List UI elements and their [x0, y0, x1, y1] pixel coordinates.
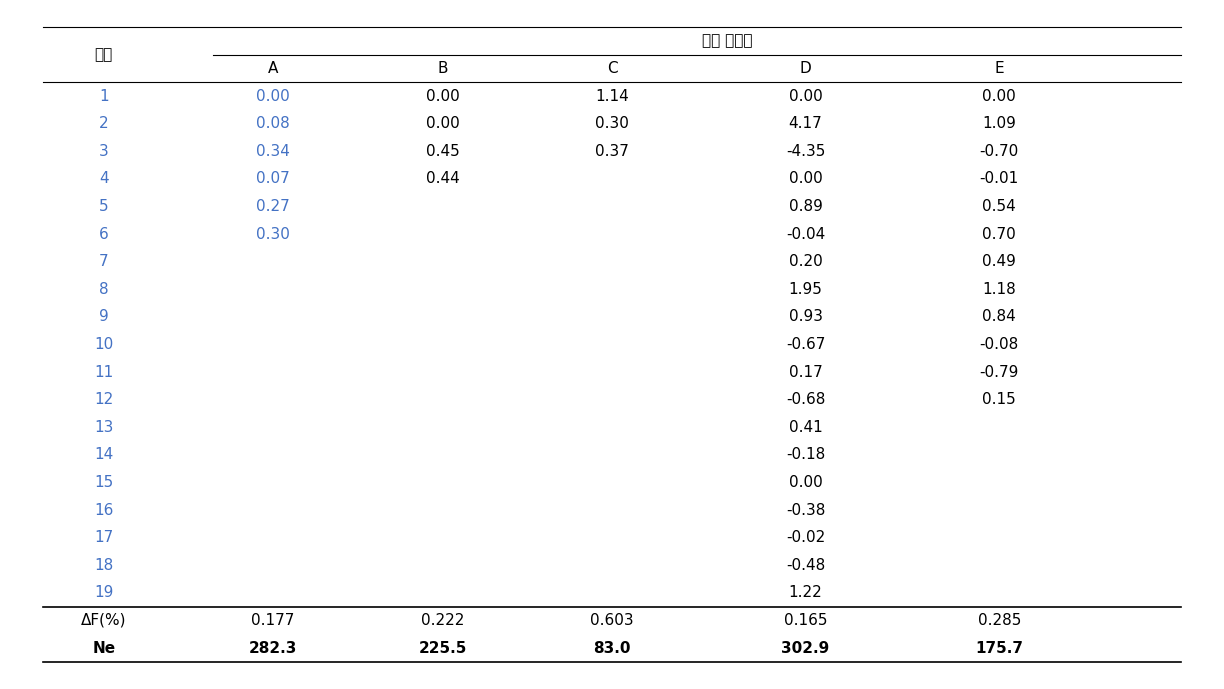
Text: 0.44: 0.44 [426, 172, 459, 187]
Text: 0.165: 0.165 [783, 613, 827, 628]
Text: 0.00: 0.00 [426, 89, 459, 103]
Text: 0.20: 0.20 [788, 254, 823, 269]
Text: 0.603: 0.603 [590, 613, 634, 628]
Text: -0.67: -0.67 [786, 337, 825, 352]
Text: 0.49: 0.49 [983, 254, 1016, 269]
Text: 3: 3 [99, 144, 109, 159]
Text: 1.09: 1.09 [983, 116, 1016, 132]
Text: Ne: Ne [92, 641, 115, 655]
Text: 8: 8 [99, 282, 109, 297]
Text: 0.27: 0.27 [256, 199, 290, 214]
Text: 16: 16 [94, 502, 114, 517]
Text: 주요 종돈장: 주요 종돈장 [701, 34, 753, 48]
Text: 0.07: 0.07 [256, 172, 290, 187]
Text: 9: 9 [99, 309, 109, 325]
Text: -0.68: -0.68 [786, 392, 825, 407]
Text: 2: 2 [99, 116, 109, 132]
Text: 83.0: 83.0 [594, 641, 630, 655]
Text: -4.35: -4.35 [786, 144, 825, 159]
Text: -0.48: -0.48 [786, 557, 825, 573]
Text: 0.84: 0.84 [983, 309, 1016, 325]
Text: 11: 11 [94, 364, 114, 380]
Text: 0.285: 0.285 [978, 613, 1021, 628]
Text: -0.18: -0.18 [786, 447, 825, 462]
Text: 0.00: 0.00 [426, 116, 459, 132]
Text: 0.17: 0.17 [788, 364, 823, 380]
Text: -0.04: -0.04 [786, 227, 825, 242]
Text: -0.01: -0.01 [979, 172, 1018, 187]
Text: -0.70: -0.70 [979, 144, 1018, 159]
Text: 1.22: 1.22 [788, 586, 823, 600]
Text: 0.177: 0.177 [251, 613, 295, 628]
Text: 175.7: 175.7 [976, 641, 1023, 655]
Text: 0.08: 0.08 [256, 116, 290, 132]
Text: 0.00: 0.00 [256, 89, 290, 103]
Text: 0.00: 0.00 [788, 475, 823, 490]
Text: 1.14: 1.14 [595, 89, 629, 103]
Text: 0.34: 0.34 [256, 144, 290, 159]
Text: 6: 6 [99, 227, 109, 242]
Text: 12: 12 [94, 392, 114, 407]
Text: 세대: 세대 [94, 48, 113, 62]
Text: 0.15: 0.15 [983, 392, 1016, 407]
Text: 0.222: 0.222 [421, 613, 464, 628]
Text: 13: 13 [94, 420, 114, 435]
Text: 1.95: 1.95 [788, 282, 823, 297]
Text: 4.17: 4.17 [788, 116, 823, 132]
Text: 0.54: 0.54 [983, 199, 1016, 214]
Text: ΔF(%): ΔF(%) [81, 613, 126, 628]
Text: E: E [994, 61, 1004, 76]
Text: -0.02: -0.02 [786, 530, 825, 545]
Text: B: B [437, 61, 448, 76]
Text: 0.37: 0.37 [595, 144, 629, 159]
Text: C: C [607, 61, 617, 76]
Text: 19: 19 [94, 586, 114, 600]
Text: 0.45: 0.45 [426, 144, 459, 159]
Text: 5: 5 [99, 199, 109, 214]
Text: 14: 14 [94, 447, 114, 462]
Text: 7: 7 [99, 254, 109, 269]
Text: 1: 1 [99, 89, 109, 103]
Text: 0.93: 0.93 [788, 309, 823, 325]
Text: -0.79: -0.79 [979, 364, 1018, 380]
Text: 0.00: 0.00 [788, 89, 823, 103]
Text: D: D [799, 61, 812, 76]
Text: 1.18: 1.18 [983, 282, 1016, 297]
Text: 0.89: 0.89 [788, 199, 823, 214]
Text: 282.3: 282.3 [248, 641, 297, 655]
Text: 0.70: 0.70 [983, 227, 1016, 242]
Text: 0.00: 0.00 [788, 172, 823, 187]
Text: 0.41: 0.41 [788, 420, 823, 435]
Text: 10: 10 [94, 337, 114, 352]
Text: 0.30: 0.30 [256, 227, 290, 242]
Text: 225.5: 225.5 [419, 641, 466, 655]
Text: 17: 17 [94, 530, 114, 545]
Text: 0.30: 0.30 [595, 116, 629, 132]
Text: 18: 18 [94, 557, 114, 573]
Text: 4: 4 [99, 172, 109, 187]
Text: -0.08: -0.08 [979, 337, 1018, 352]
Text: 0.00: 0.00 [983, 89, 1016, 103]
Text: -0.38: -0.38 [786, 502, 825, 517]
Text: 15: 15 [94, 475, 114, 490]
Text: A: A [268, 61, 278, 76]
Text: 302.9: 302.9 [781, 641, 830, 655]
